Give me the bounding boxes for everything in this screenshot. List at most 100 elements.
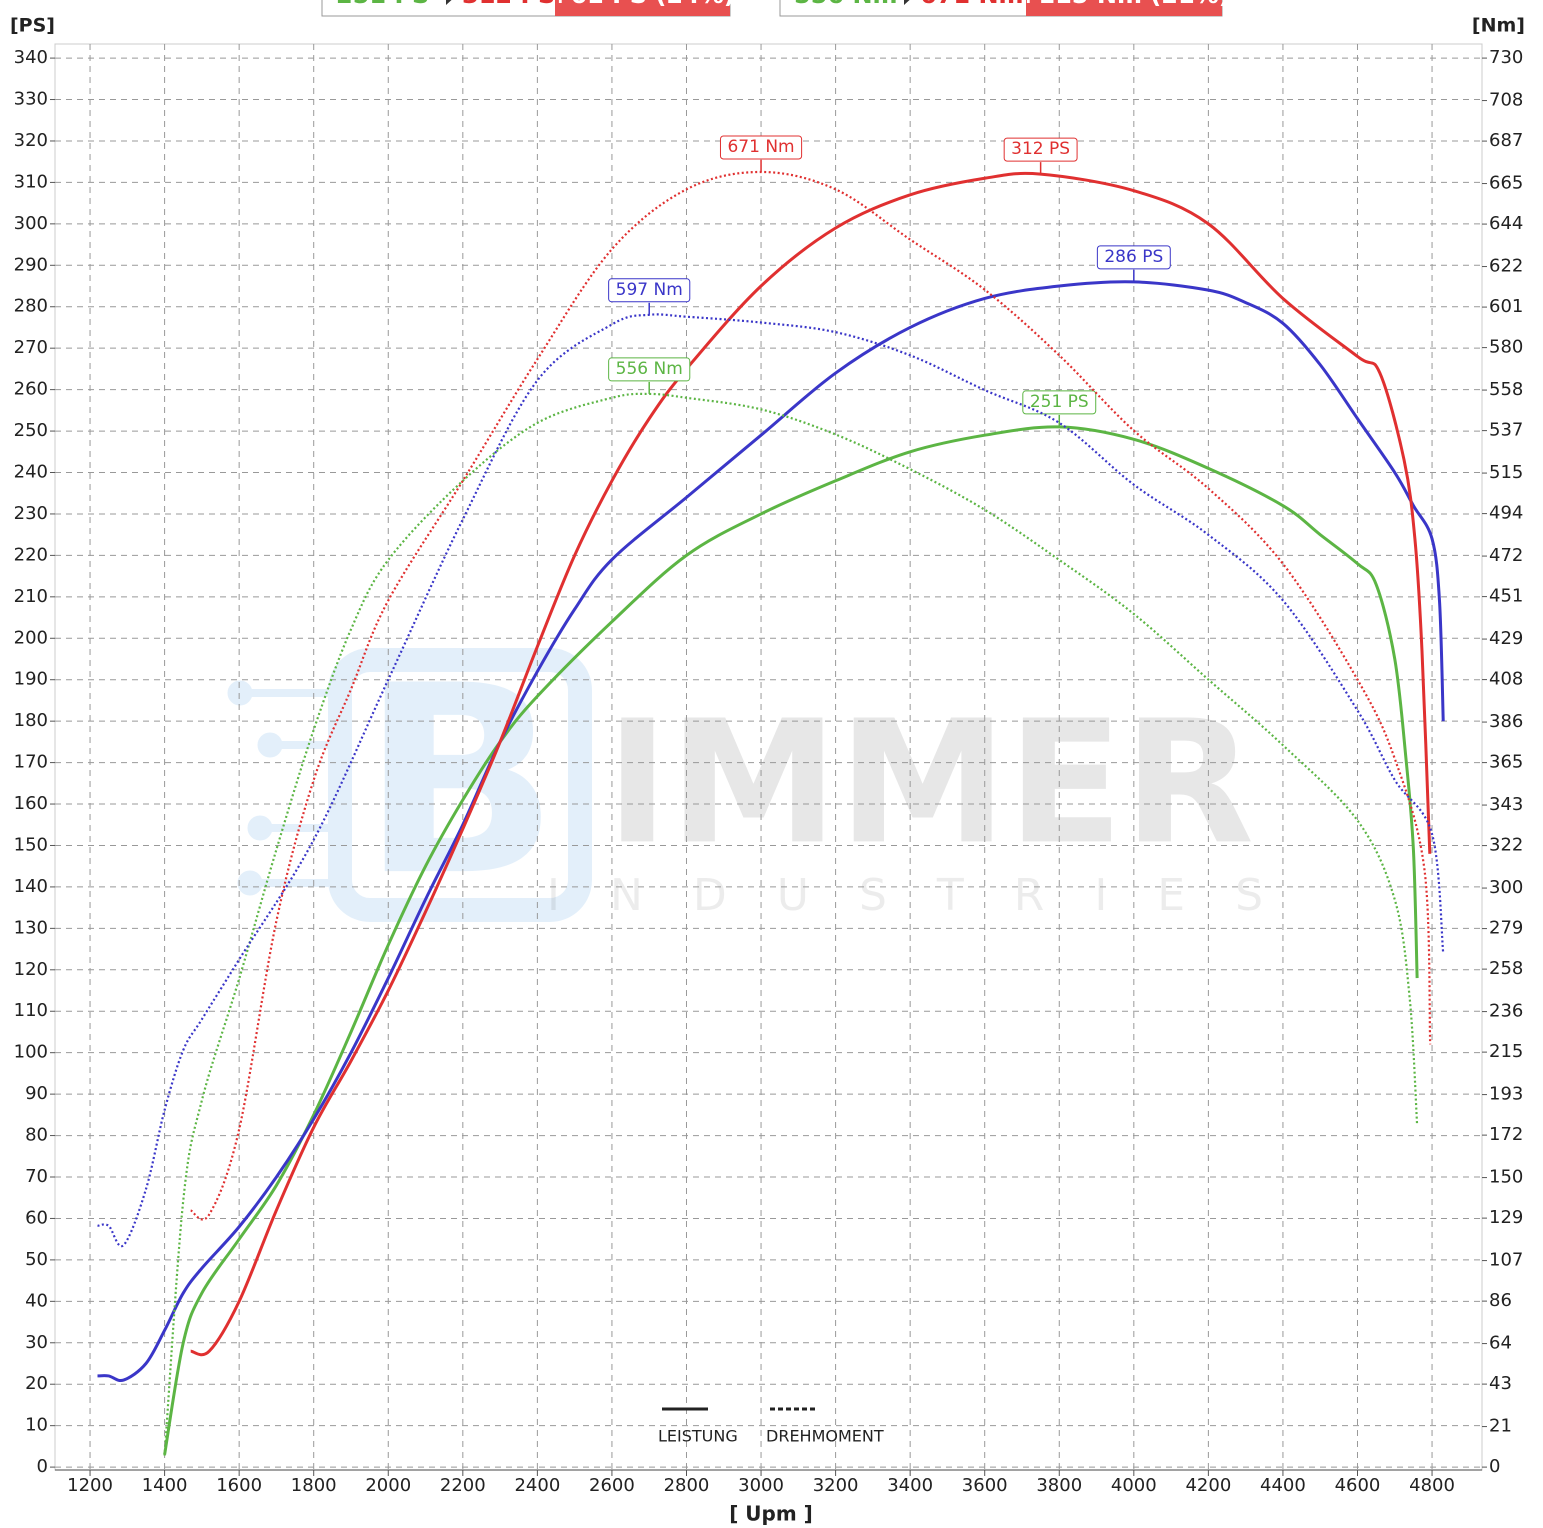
y-tick-label: 40 [25,1290,48,1311]
y-tick-label: 0 [37,1456,48,1477]
summary-gain-box [555,0,730,16]
peak-label-box [1022,390,1097,415]
x-tick-label: 4000 [1111,1475,1157,1496]
y2-tick-label: 0 [1489,1456,1500,1477]
x-tick-label: 1200 [67,1475,113,1496]
y2-tick-label: 279 [1489,918,1523,939]
x-tick-label: 3200 [813,1475,859,1496]
x-tick-label: 2800 [664,1475,710,1496]
y-tick-label: 60 [25,1207,48,1228]
summary-gain: +115 Nm (21%) [1018,0,1229,9]
y2-tick-label: 107 [1489,1250,1523,1271]
peak-label-box [1096,245,1171,270]
y-tick-label: 180 [14,710,48,731]
y2-tick-label: 730 [1489,47,1523,68]
summary-to: 671 Nm [920,0,1024,9]
x-tick-label: 3000 [738,1475,784,1496]
peak-label: 597 Nm [616,280,683,300]
y-tick-label: 300 [14,213,48,234]
y-tick-label: 250 [14,420,48,441]
y-axis-label: [PS] [10,15,55,37]
x-tick-label: 2400 [514,1475,560,1496]
x-tick-label: 3600 [962,1475,1008,1496]
peak-label: 671 Nm [727,137,794,157]
summary-gain-box [1026,0,1222,16]
peak-label: 312 PS [1011,139,1070,159]
y-tick-label: 70 [25,1166,48,1187]
x-tick-label: 1800 [291,1475,337,1496]
series-line [163,425,1419,1455]
y-tick-label: 120 [14,959,48,980]
y2-tick-label: 644 [1489,213,1523,234]
y-tick-label: 240 [14,462,48,483]
y2-tick-label: 558 [1489,379,1523,400]
y-tick-label: 260 [14,379,48,400]
y2-tick-label: 300 [1489,877,1523,898]
x-tick-label: 2000 [365,1475,411,1496]
x-tick-label: 2600 [589,1475,635,1496]
y-tick-label: 140 [14,876,48,897]
y2-tick-label: 258 [1489,958,1523,979]
legend-label: DREHMOMENT [766,1427,884,1446]
y2-tick-label: 193 [1489,1084,1523,1105]
peak-label-box [719,135,803,160]
y2-tick-label: 343 [1489,794,1523,815]
series-line [190,170,1432,1221]
peak-annotation: 286 PS [1096,245,1171,282]
summary-arrow [888,0,910,5]
x-tick-label: 4200 [1185,1475,1231,1496]
peak-annotation: 312 PS [1003,137,1078,175]
legend-label: LEISTUNG [658,1427,738,1446]
watermark-text: IMMER [606,684,1255,882]
y2-tick-label: 408 [1489,669,1523,690]
y-tick-label: 20 [25,1373,48,1394]
x-axis-label: [ Upm ] [729,1502,813,1526]
y-tick-label: 30 [25,1332,48,1353]
y2-tick-label: 129 [1489,1207,1523,1228]
x-tick-label: 4400 [1260,1475,1306,1496]
y2-tick-label: 494 [1489,503,1523,524]
y-tick-label: 90 [25,1083,48,1104]
y2-tick-label: 172 [1489,1124,1523,1145]
peak-label-box [608,357,691,382]
y2-axis-label: [Nm] [1472,15,1525,37]
y-tick-label: 10 [25,1415,48,1436]
series-line [190,171,1432,1357]
y2-tick-label: 429 [1489,628,1523,649]
y-tick-label: 110 [14,1000,48,1021]
x-tick-label: 3800 [1036,1475,1082,1496]
y2-tick-label: 622 [1489,256,1523,277]
y-tick-label: 130 [14,917,48,938]
y-tick-label: 190 [14,669,48,690]
y-tick-label: 310 [14,171,48,192]
x-tick-label: 4600 [1335,1475,1381,1496]
y2-tick-label: 687 [1489,130,1523,151]
peak-annotation: 251 PS [1022,390,1097,427]
watermark-logo: B [227,631,592,933]
y-tick-label: 230 [14,503,48,524]
series-line [97,313,1445,1248]
y2-tick-label: 386 [1489,711,1523,732]
y-tick-label: 150 [14,834,48,855]
y2-tick-label: 515 [1489,462,1523,483]
peak-annotation: 671 Nm [719,135,803,172]
x-tick-label: 4800 [1409,1475,1455,1496]
y2-tick-label: 601 [1489,296,1523,317]
y-tick-label: 330 [14,89,48,110]
summary-from: 251 PS [336,0,429,9]
peak-label: 556 Nm [616,359,683,379]
y-tick-label: 80 [25,1125,48,1146]
y-tick-label: 160 [14,793,48,814]
y2-tick-label: 86 [1489,1290,1512,1311]
series-line [163,392,1419,1456]
y2-tick-label: 150 [1489,1167,1523,1188]
y-tick-label: 270 [14,337,48,358]
peak-annotation: 556 Nm [608,357,691,394]
y2-tick-label: 64 [1489,1333,1512,1354]
x-tick-label: 1600 [216,1475,262,1496]
x-tick-label: 3400 [887,1475,933,1496]
y2-tick-label: 708 [1489,90,1523,111]
peak-label-box [608,278,691,303]
summary-gain: +61 PS (24%) [550,0,734,9]
y2-tick-label: 43 [1489,1373,1512,1394]
